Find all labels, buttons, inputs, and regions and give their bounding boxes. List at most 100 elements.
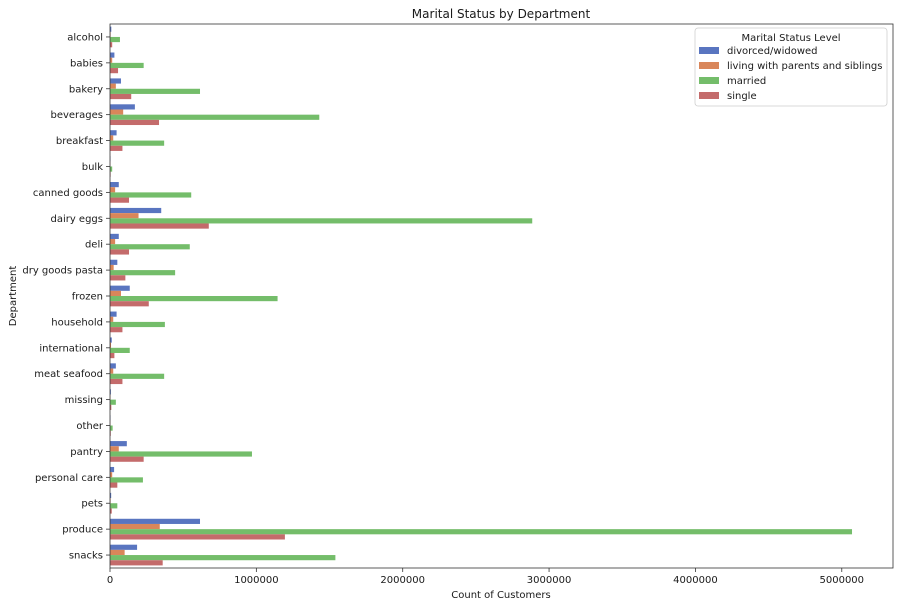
legend-box xyxy=(694,27,888,107)
x-tick-label: 1000000 xyxy=(234,575,279,586)
bar-alcohol-single xyxy=(110,42,113,48)
y-tick-label: breakfast xyxy=(56,136,103,147)
bar-deli-married xyxy=(110,244,190,250)
y-axis-ticks: alcohol babies bakery beverages breakfast bul… xyxy=(22,32,110,562)
bar-canned-goods-married xyxy=(110,192,192,198)
bar-household-living-with-parents-and-siblings xyxy=(110,316,114,322)
bar-breakfast-married xyxy=(110,140,165,146)
y-tick-label: other xyxy=(76,421,104,432)
bar-bakery-single xyxy=(110,93,132,100)
x-tick-label: 5000000 xyxy=(820,575,865,586)
legend-label: married xyxy=(727,76,766,87)
y-tick-label: missing xyxy=(65,395,103,406)
bar-pantry-living-with-parents-and-siblings xyxy=(110,446,119,452)
legend-label: divorced/widowed xyxy=(727,46,818,57)
bar-beverages-living-with-parents-and-siblings xyxy=(110,109,124,115)
bar-dry-goods-pasta-single xyxy=(110,275,126,281)
bar-produce-married xyxy=(110,529,853,535)
y-tick-label: dairy eggs xyxy=(50,214,103,225)
bar-meat-seafood-divorced-widowed xyxy=(110,363,116,369)
bar-pets-single xyxy=(110,508,112,514)
legend-swatch xyxy=(699,92,719,99)
bar-frozen-married xyxy=(110,296,278,302)
y-tick-label: bakery xyxy=(69,84,103,95)
y-tick-label: frozen xyxy=(72,292,103,303)
bar-beverages-single xyxy=(110,119,160,126)
bar-alcohol-married xyxy=(110,36,120,43)
bar-personal-care-single xyxy=(110,482,118,488)
x-axis-ticks: 0 1000000 2000000 3000000 4000000 5000000 xyxy=(107,568,864,586)
bar-produce-single xyxy=(110,534,285,540)
y-tick-label: personal care xyxy=(35,473,103,484)
y-axis-label: Department xyxy=(8,266,19,327)
bar-personal-care-married xyxy=(110,477,143,483)
bar-snacks-living-with-parents-and-siblings xyxy=(110,549,125,556)
bar-personal-care-divorced-widowed xyxy=(110,466,115,473)
bar-dairy-eggs-divorced-widowed xyxy=(110,207,162,214)
y-tick-label: international xyxy=(39,343,103,354)
y-tick-label: babies xyxy=(70,58,103,69)
y-tick-label: beverages xyxy=(50,110,103,121)
bars-group xyxy=(110,26,853,566)
bar-deli-living-with-parents-and-siblings xyxy=(110,239,116,245)
bar-frozen-single xyxy=(110,301,149,307)
bar-personal-care-living-with-parents-and-siblings xyxy=(110,472,113,478)
bar-meat-seafood-living-with-parents-and-siblings xyxy=(110,368,114,374)
bar-pantry-married xyxy=(110,451,252,457)
bar-international-married xyxy=(110,347,130,353)
bar-international-living-with-parents-and-siblings xyxy=(110,342,112,348)
legend-label: living with parents and siblings xyxy=(727,61,882,72)
legend-items: divorced/widowed living with parents and … xyxy=(699,46,882,102)
bar-pantry-divorced-widowed xyxy=(110,441,127,447)
bar-frozen-divorced-widowed xyxy=(110,285,130,291)
legend-swatch xyxy=(699,47,719,54)
bar-frozen-living-with-parents-and-siblings xyxy=(110,290,121,296)
bar-pantry-single xyxy=(110,456,144,462)
y-tick-label: alcohol xyxy=(67,32,103,43)
y-tick-label: snacks xyxy=(69,551,103,562)
bar-international-single xyxy=(110,352,115,359)
bar-dry-goods-pasta-married xyxy=(110,270,176,276)
y-tick-label: bulk xyxy=(82,162,103,173)
bar-snacks-married xyxy=(110,555,336,561)
chart-title: Marital Status by Department xyxy=(412,7,591,21)
bar-missing-married xyxy=(110,399,116,405)
bar-household-married xyxy=(110,321,165,328)
bar-deli-single xyxy=(110,249,130,255)
bar-bakery-divorced-widowed xyxy=(110,78,121,84)
bar-bakery-living-with-parents-and-siblings xyxy=(110,83,116,89)
y-tick-label: meat seafood xyxy=(34,369,103,380)
bar-dairy-eggs-living-with-parents-and-siblings xyxy=(110,213,139,219)
y-tick-label: canned goods xyxy=(33,188,103,199)
x-tick-label: 3000000 xyxy=(527,575,572,586)
bar-breakfast-single xyxy=(110,145,123,151)
x-tick-label: 4000000 xyxy=(673,575,718,586)
bar-household-divorced-widowed xyxy=(110,311,117,317)
x-tick-label: 2000000 xyxy=(380,575,425,586)
bar-missing-divorced-widowed xyxy=(110,389,111,395)
bar-meat-seafood-married xyxy=(110,373,165,379)
bar-snacks-divorced-widowed xyxy=(110,544,138,550)
bar-dry-goods-pasta-divorced-widowed xyxy=(110,259,118,265)
legend-swatch xyxy=(699,77,719,84)
bar-dry-goods-pasta-living-with-parents-and-siblings xyxy=(110,264,114,271)
legend-label: single xyxy=(727,91,757,102)
bar-canned-goods-living-with-parents-and-siblings xyxy=(110,187,116,193)
bar-deli-divorced-widowed xyxy=(110,233,119,240)
bar-babies-divorced-widowed xyxy=(110,52,115,58)
bar-bulk-married xyxy=(110,166,113,172)
legend-title: Marital Status Level xyxy=(741,33,840,44)
y-tick-label: pets xyxy=(81,499,103,510)
y-tick-label: produce xyxy=(62,525,103,536)
bar-snacks-single xyxy=(110,560,163,566)
y-tick-label: deli xyxy=(85,240,103,251)
bar-beverages-married xyxy=(110,114,320,120)
x-axis-label: Count of Customers xyxy=(451,590,550,601)
bar-beverages-divorced-widowed xyxy=(110,104,135,110)
y-tick-label: household xyxy=(51,317,103,328)
bar-bakery-married xyxy=(110,88,201,94)
bar-dairy-eggs-single xyxy=(110,223,209,229)
legend: Marital Status Level divorced/widowed liv… xyxy=(694,27,888,107)
bar-dairy-eggs-married xyxy=(110,218,533,224)
x-tick-label: 0 xyxy=(107,575,113,586)
